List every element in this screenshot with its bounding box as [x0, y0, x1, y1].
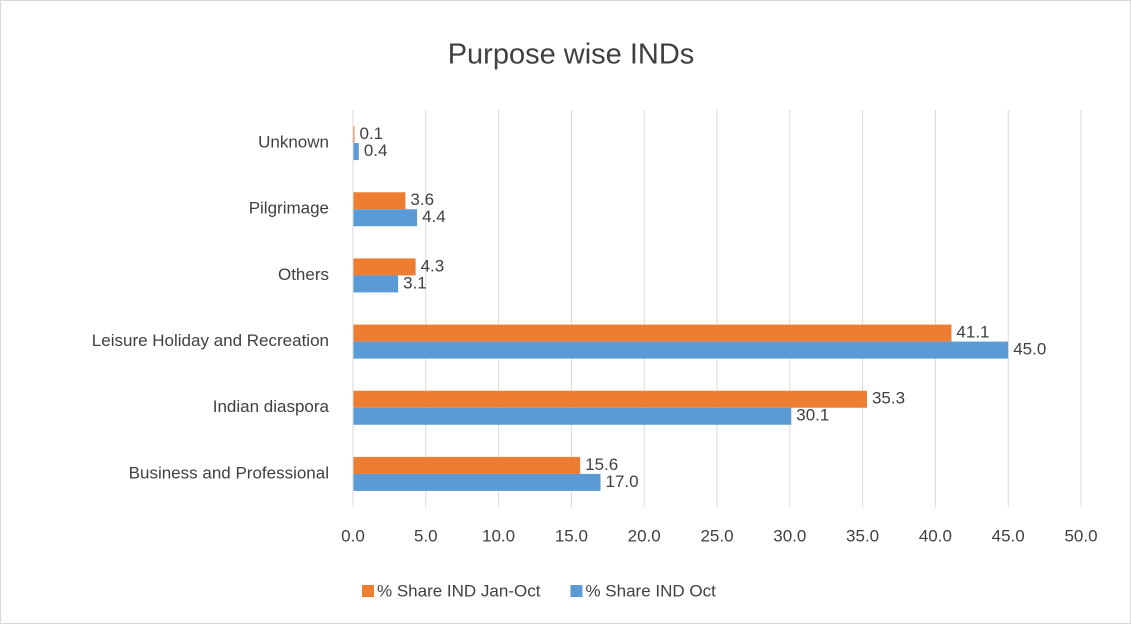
data-label: 4.3 [421, 256, 445, 275]
y-tick-label: Leisure Holiday and Recreation [92, 331, 329, 350]
legend-label: % Share IND Oct [585, 581, 716, 600]
x-tick-label: 15.0 [555, 526, 588, 545]
x-tick-label: 45.0 [992, 526, 1025, 545]
x-tick-label: 50.0 [1064, 526, 1097, 545]
x-tick-label: 5.0 [414, 526, 438, 545]
bar [353, 192, 406, 210]
x-tick-label: 25.0 [700, 526, 733, 545]
data-label: 15.6 [585, 455, 618, 474]
x-tick-label: 0.0 [341, 526, 365, 545]
x-tick-label: 40.0 [919, 526, 952, 545]
y-tick-label: Indian diaspora [213, 397, 330, 416]
data-label: 0.4 [364, 141, 388, 160]
x-tick-label: 10.0 [482, 526, 515, 545]
data-label: 45.0 [1013, 340, 1046, 359]
data-label: 4.4 [422, 207, 446, 226]
bar [353, 209, 418, 227]
bar [353, 324, 952, 342]
bar [353, 456, 581, 474]
y-tick-label: Pilgrimage [249, 199, 329, 218]
legend-label: % Share IND Jan-Oct [377, 581, 541, 600]
y-tick-label: Business and Professional [129, 463, 329, 482]
y-tick-label: Others [278, 265, 329, 284]
data-label: 3.6 [410, 190, 434, 209]
bar [353, 390, 867, 408]
bar [353, 258, 416, 276]
bar [353, 341, 1009, 359]
data-label: 17.0 [606, 472, 639, 491]
legend-swatch [362, 585, 374, 597]
data-label: 3.1 [403, 273, 427, 292]
data-label: 30.1 [796, 406, 829, 425]
bar [353, 473, 601, 491]
x-tick-label: 20.0 [628, 526, 661, 545]
y-tick-label: Unknown [258, 133, 329, 152]
data-label: 35.3 [872, 389, 905, 408]
bar [353, 275, 399, 293]
data-label: 41.1 [956, 323, 989, 342]
bar [353, 143, 359, 161]
legend-swatch [570, 585, 583, 597]
chart-title: Purpose wise INDs [448, 39, 695, 71]
data-label: 0.1 [359, 124, 383, 143]
bar [353, 126, 355, 144]
bar [353, 407, 792, 425]
x-tick-label: 35.0 [846, 526, 879, 545]
x-tick-label: 30.0 [773, 526, 806, 545]
